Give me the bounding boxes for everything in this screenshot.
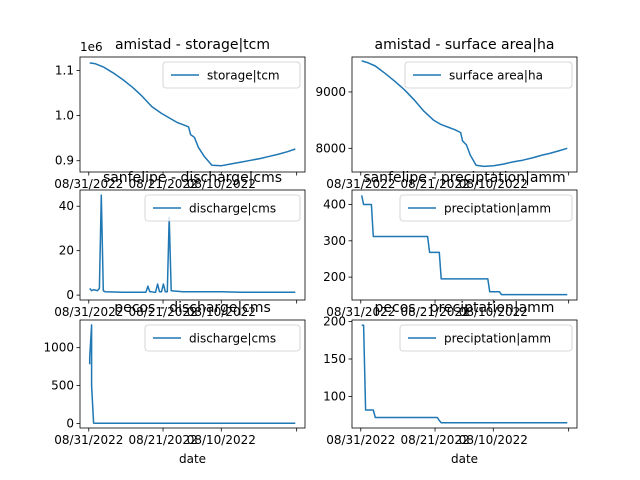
axes-frame bbox=[351, 56, 578, 173]
series-line-1 bbox=[361, 324, 568, 424]
series-line-1 bbox=[89, 62, 296, 167]
legend-frame bbox=[399, 324, 573, 352]
subplot-title: amistad - surface area|ha bbox=[375, 37, 555, 53]
legend-frame bbox=[162, 61, 301, 89]
x-tick-label: 08/31/2022 bbox=[326, 433, 395, 447]
x-tick-label: 08/21/2022 bbox=[400, 177, 469, 191]
y-tick-label: 300 bbox=[323, 234, 346, 248]
legend-frame bbox=[404, 61, 573, 89]
legend-frame bbox=[399, 194, 573, 222]
subplot-title: sanfelipe - preciptation|amm bbox=[363, 170, 565, 186]
series-line-1 bbox=[360, 195, 568, 296]
subplot-title: sanfelipe - discharge|cms bbox=[103, 170, 282, 186]
x-tick-label: 08/10/2022 bbox=[459, 305, 528, 319]
legend: preciptation|amm bbox=[399, 324, 573, 352]
legend-frame bbox=[144, 324, 301, 352]
x-tick-label: 08/10/2022 bbox=[459, 433, 528, 447]
series-line-1 bbox=[361, 60, 568, 168]
y-tick-label: 1.1 bbox=[55, 64, 74, 78]
y-tick-label: 0 bbox=[66, 416, 74, 430]
axes-frame bbox=[79, 56, 306, 173]
legend: preciptation|amm bbox=[399, 194, 573, 222]
legend-label: preciptation|amm bbox=[444, 332, 551, 346]
y-offset-label: 1e6 bbox=[80, 40, 103, 54]
legend: discharge|cms bbox=[144, 324, 301, 352]
y-tick-label: 9000 bbox=[315, 85, 346, 99]
x-tick-label: 08/31/2022 bbox=[326, 177, 395, 191]
x-axis-label: date bbox=[179, 452, 206, 466]
x-tick-label: 08/10/2022 bbox=[187, 305, 256, 319]
y-tick-label: 200 bbox=[323, 315, 346, 329]
y-tick-label: 100 bbox=[323, 390, 346, 404]
series-line-1 bbox=[89, 194, 296, 293]
axes-frame bbox=[79, 319, 306, 429]
axes-frame bbox=[79, 189, 306, 301]
legend-label: surface area|ha bbox=[449, 69, 543, 83]
subplot-title: pecos - preciptation|amm bbox=[375, 300, 555, 316]
x-tick-label: 08/10/2022 bbox=[187, 177, 256, 191]
subplot-title: pecos - discharge|cms bbox=[114, 300, 271, 316]
x-tick-label: 08/21/2022 bbox=[400, 305, 469, 319]
x-tick-label: 08/21/2022 bbox=[400, 433, 469, 447]
x-tick-label: 08/21/2022 bbox=[128, 177, 197, 191]
y-tick-label: 20 bbox=[59, 244, 74, 258]
y-tick-label: 0 bbox=[66, 288, 74, 302]
y-tick-label: 200 bbox=[323, 270, 346, 284]
legend: discharge|cms bbox=[144, 194, 301, 222]
legend-label: preciptation|amm bbox=[444, 202, 551, 216]
legend-frame bbox=[144, 194, 301, 222]
y-tick-label: 150 bbox=[323, 352, 346, 366]
x-tick-label: 08/21/2022 bbox=[128, 305, 197, 319]
legend: surface area|ha bbox=[404, 61, 573, 89]
y-tick-label: 40 bbox=[59, 199, 74, 213]
x-tick-label: 08/31/2022 bbox=[54, 433, 123, 447]
x-tick-label: 08/31/2022 bbox=[326, 305, 395, 319]
x-tick-label: 08/10/2022 bbox=[459, 177, 528, 191]
y-tick-label: 8000 bbox=[315, 141, 346, 155]
x-tick-label: 08/31/2022 bbox=[54, 305, 123, 319]
y-tick-label: 400 bbox=[323, 198, 346, 212]
axes-frame bbox=[351, 189, 578, 301]
legend: storage|tcm bbox=[162, 61, 301, 89]
x-axis-label: date bbox=[451, 452, 478, 466]
y-tick-label: 1.0 bbox=[55, 109, 74, 123]
legend-label: discharge|cms bbox=[189, 202, 276, 216]
legend-label: discharge|cms bbox=[189, 332, 276, 346]
legend-label: storage|tcm bbox=[207, 69, 280, 83]
series-line-1 bbox=[88, 324, 296, 424]
axes-frame bbox=[351, 319, 578, 429]
y-tick-label: 0.9 bbox=[55, 154, 74, 168]
y-tick-label: 1000 bbox=[43, 341, 74, 355]
subplot-title: amistad - storage|tcm bbox=[115, 37, 270, 53]
x-tick-label: 08/21/2022 bbox=[128, 433, 197, 447]
x-tick-label: 08/31/2022 bbox=[54, 177, 123, 191]
x-tick-label: 08/10/2022 bbox=[187, 433, 256, 447]
y-tick-label: 500 bbox=[51, 379, 74, 393]
